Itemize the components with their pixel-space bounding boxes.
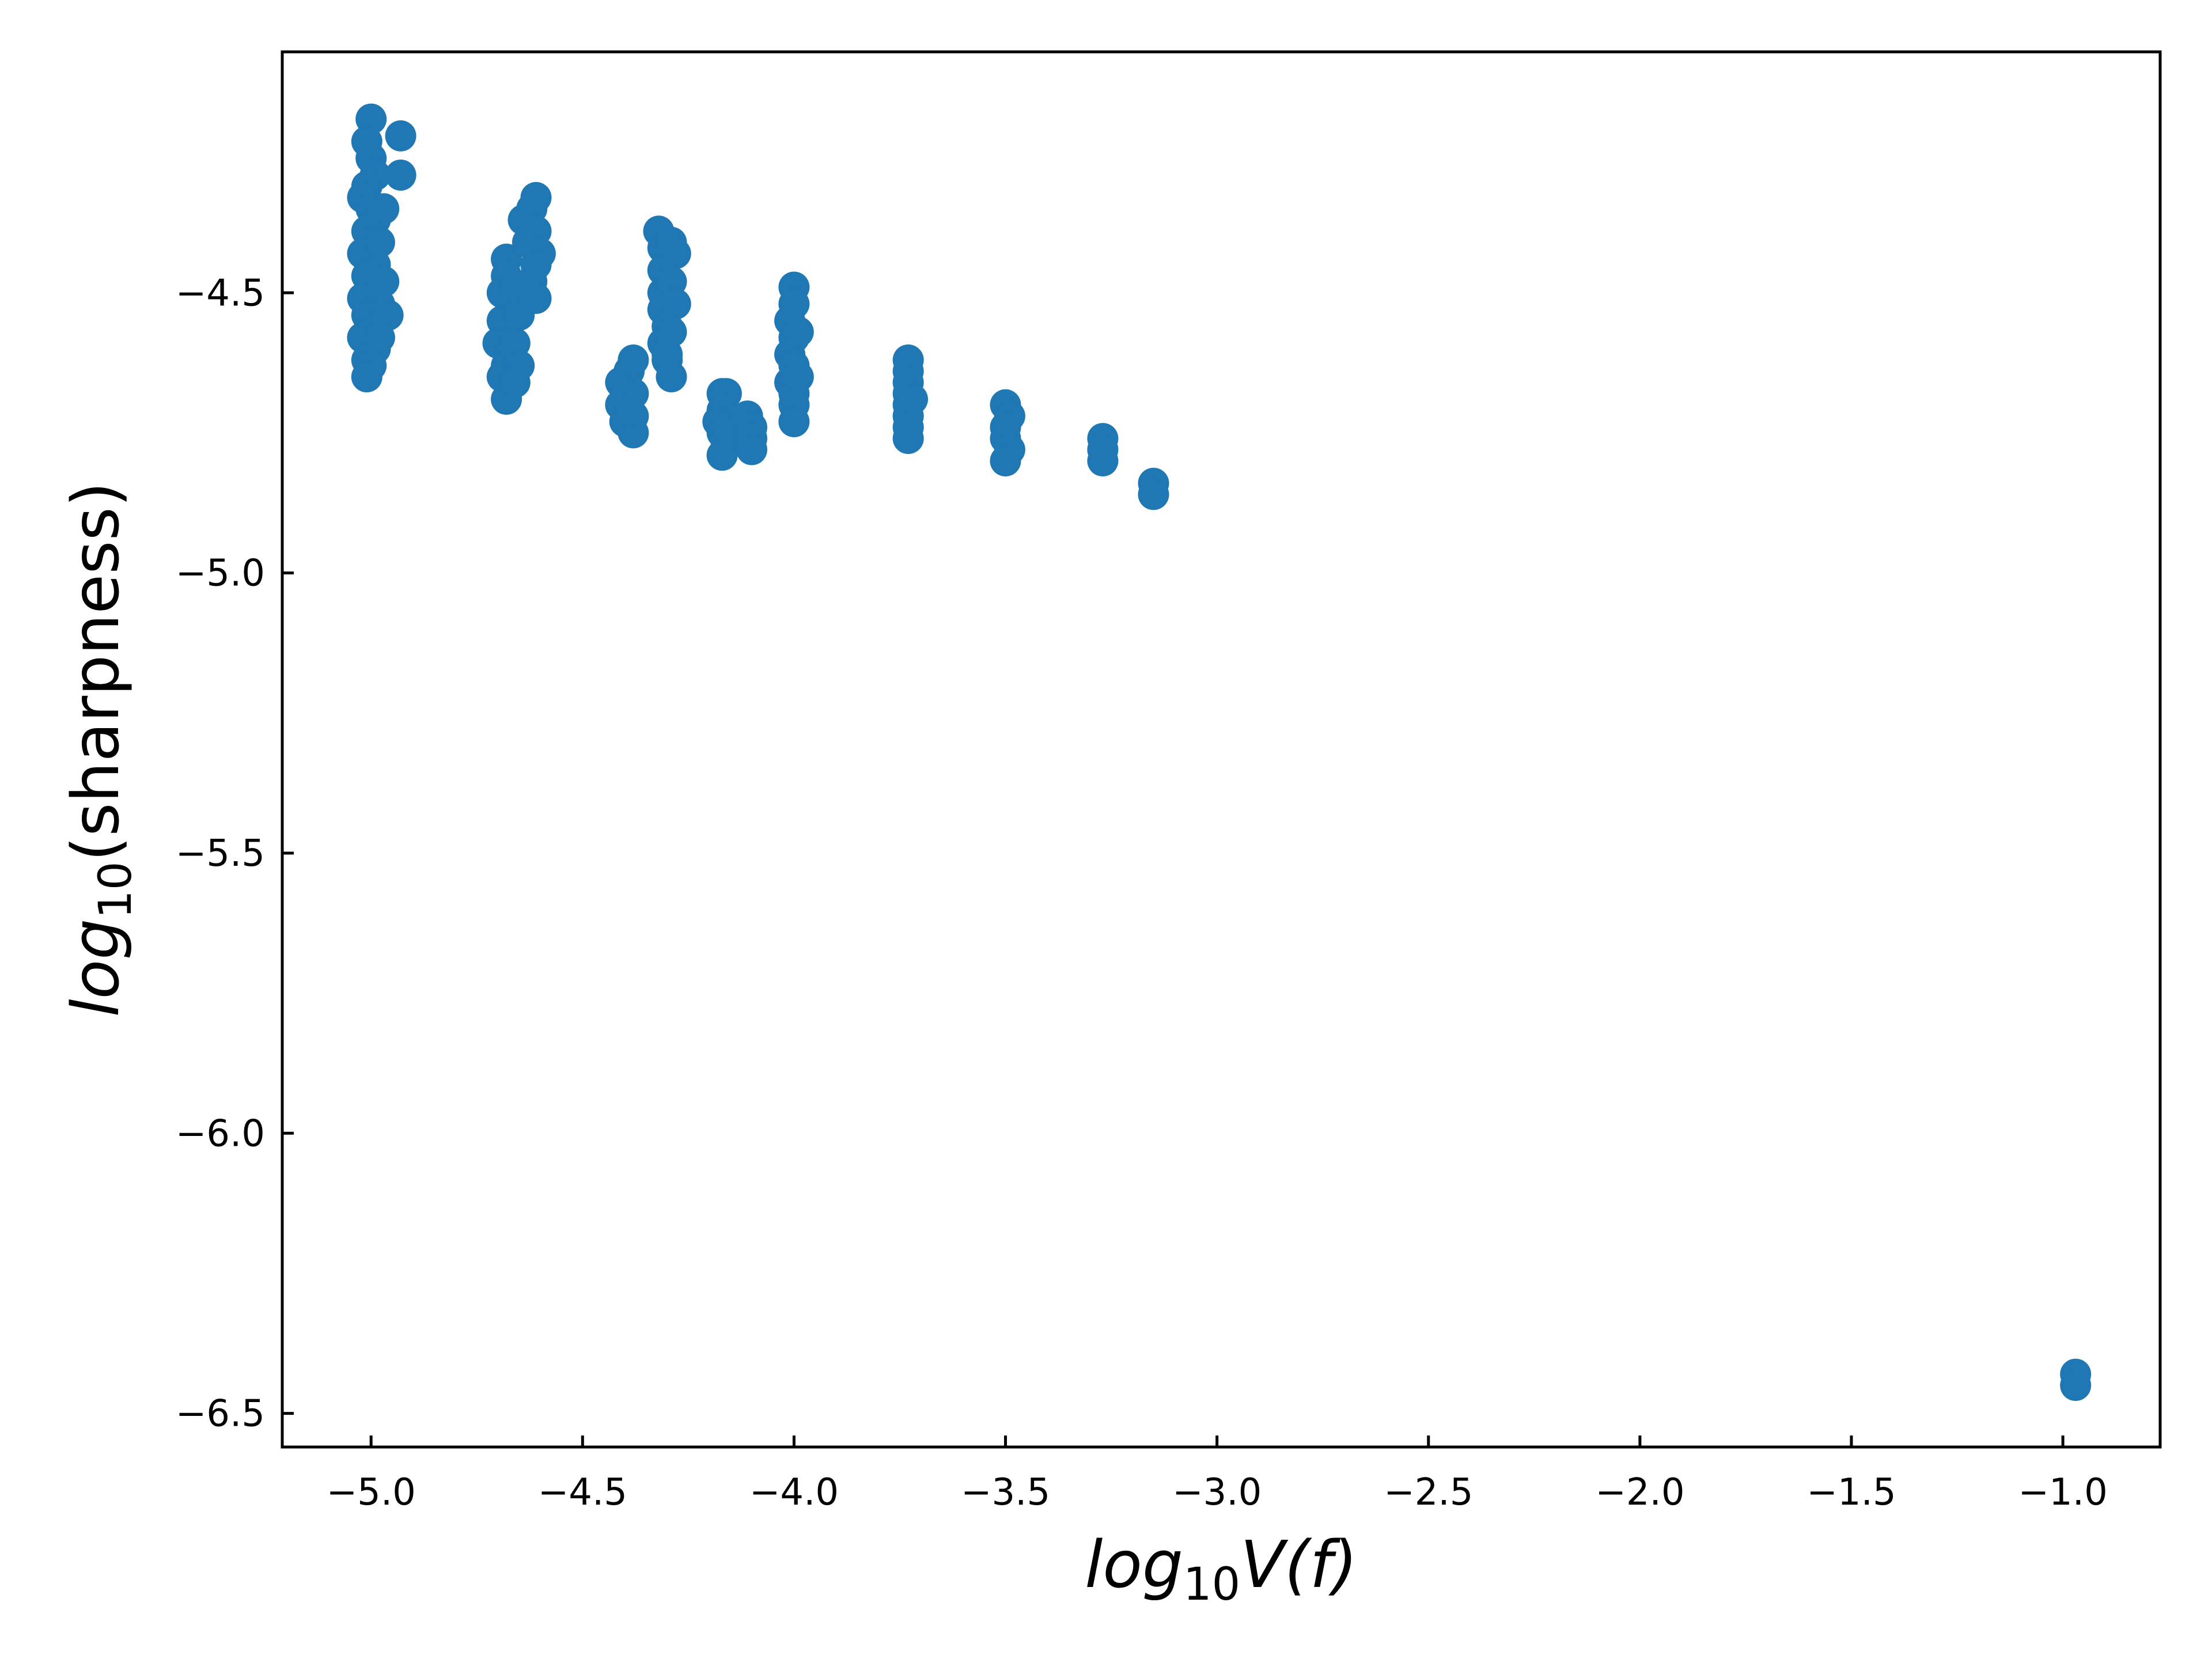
data-point	[990, 445, 1021, 477]
x-tick-label: −3.0	[1172, 1471, 1262, 1514]
data-point	[385, 160, 416, 191]
x-tick-label: −5.0	[326, 1471, 415, 1514]
y-tick-label: −4.5	[176, 272, 265, 315]
data-point	[2060, 1370, 2092, 1401]
x-tick-label: −2.5	[1384, 1471, 1473, 1514]
data-point	[351, 361, 382, 393]
x-axis-label-subscript: 10	[1183, 1559, 1240, 1611]
data-point	[892, 423, 924, 454]
x-tick-label: −1.5	[1806, 1471, 1896, 1514]
data-point	[363, 322, 395, 354]
data-point	[660, 238, 691, 270]
y-axis-label-rest: (sharpness)	[59, 482, 134, 861]
y-axis-label: log10(sharpness)	[59, 482, 142, 1017]
plot-frame	[281, 50, 2162, 1449]
data-point	[782, 361, 814, 393]
x-axis-label: log10V(f)	[1085, 1528, 1357, 1611]
x-tick-label: −1.0	[2018, 1471, 2107, 1514]
y-axis-label-subscript: 10	[90, 862, 142, 919]
x-tick-label: −2.0	[1595, 1471, 1684, 1514]
data-point	[660, 288, 691, 320]
data-point	[618, 344, 649, 376]
data-point	[520, 181, 552, 213]
data-point	[499, 366, 531, 398]
points-layer	[347, 103, 2092, 1401]
x-tick-label: −4.5	[538, 1471, 627, 1514]
y-tick-label: −5.0	[176, 552, 265, 595]
data-point	[897, 384, 928, 415]
y-tick-label: −5.5	[176, 832, 265, 875]
y-tick-label: −6.5	[176, 1393, 265, 1435]
data-point	[368, 266, 400, 297]
x-tick-label: −3.5	[961, 1471, 1050, 1514]
data-point	[778, 406, 810, 437]
data-point	[782, 316, 814, 348]
data-point	[736, 434, 767, 465]
x-axis-label-base: log	[1085, 1528, 1183, 1603]
data-point	[363, 226, 395, 258]
data-point	[520, 283, 552, 314]
x-axis-ticks: −5.0 −4.5 −4.0 −3.5 −3.0 −2.5 −2.0 −1.5 −1.0	[326, 1435, 2108, 1514]
data-point	[1087, 445, 1119, 477]
data-point	[652, 339, 683, 370]
y-tick-label: −6.0	[176, 1112, 265, 1155]
y-axis-label-base: log	[59, 919, 134, 1017]
data-point	[613, 395, 645, 426]
data-point	[1138, 479, 1169, 510]
x-axis-label-rest: V(f)	[1240, 1528, 1357, 1603]
data-point	[706, 440, 738, 471]
x-tick-label: −4.0	[749, 1471, 839, 1514]
data-point	[385, 120, 416, 151]
data-point	[368, 193, 400, 225]
y-axis-ticks: −4.5 −5.0 −5.5 −6.0 −6.5	[176, 272, 294, 1435]
